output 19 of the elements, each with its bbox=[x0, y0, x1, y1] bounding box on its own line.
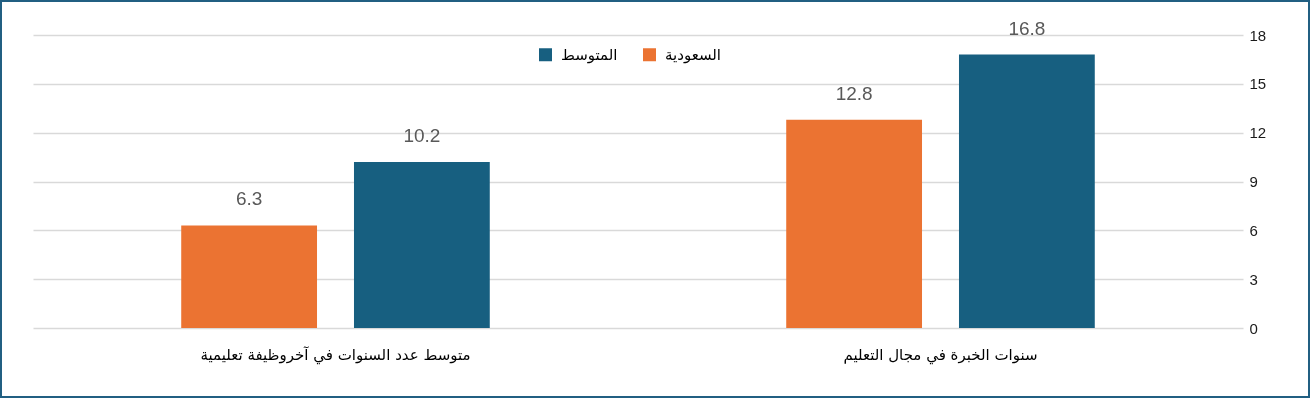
bar bbox=[958, 54, 1095, 328]
data-label: 6.3 bbox=[235, 188, 263, 210]
legend-label: السعودية bbox=[665, 45, 722, 64]
y-tick-label: 15 bbox=[1249, 75, 1267, 93]
y-tick-label: 6 bbox=[1249, 221, 1258, 239]
y-tick-label: 12 bbox=[1249, 124, 1267, 142]
y-tick-label: 0 bbox=[1249, 319, 1258, 337]
bar bbox=[786, 119, 923, 328]
y-tick-label: 18 bbox=[1249, 26, 1267, 44]
data-label: 12.8 bbox=[835, 82, 873, 104]
legend-label: المتوسط bbox=[561, 45, 618, 64]
data-label: 16.8 bbox=[1008, 17, 1046, 39]
x-tick-label: متوسط عدد السنوات في آخروظيفة تعليمية bbox=[200, 345, 471, 365]
y-tick-label: 9 bbox=[1249, 173, 1258, 190]
bar bbox=[353, 161, 490, 328]
x-tick-label: سنوات الخبرة في مجال التعليم bbox=[843, 345, 1038, 365]
y-tick-label: 3 bbox=[1249, 270, 1258, 288]
data-label: 10.2 bbox=[403, 124, 441, 146]
bar bbox=[181, 225, 318, 328]
